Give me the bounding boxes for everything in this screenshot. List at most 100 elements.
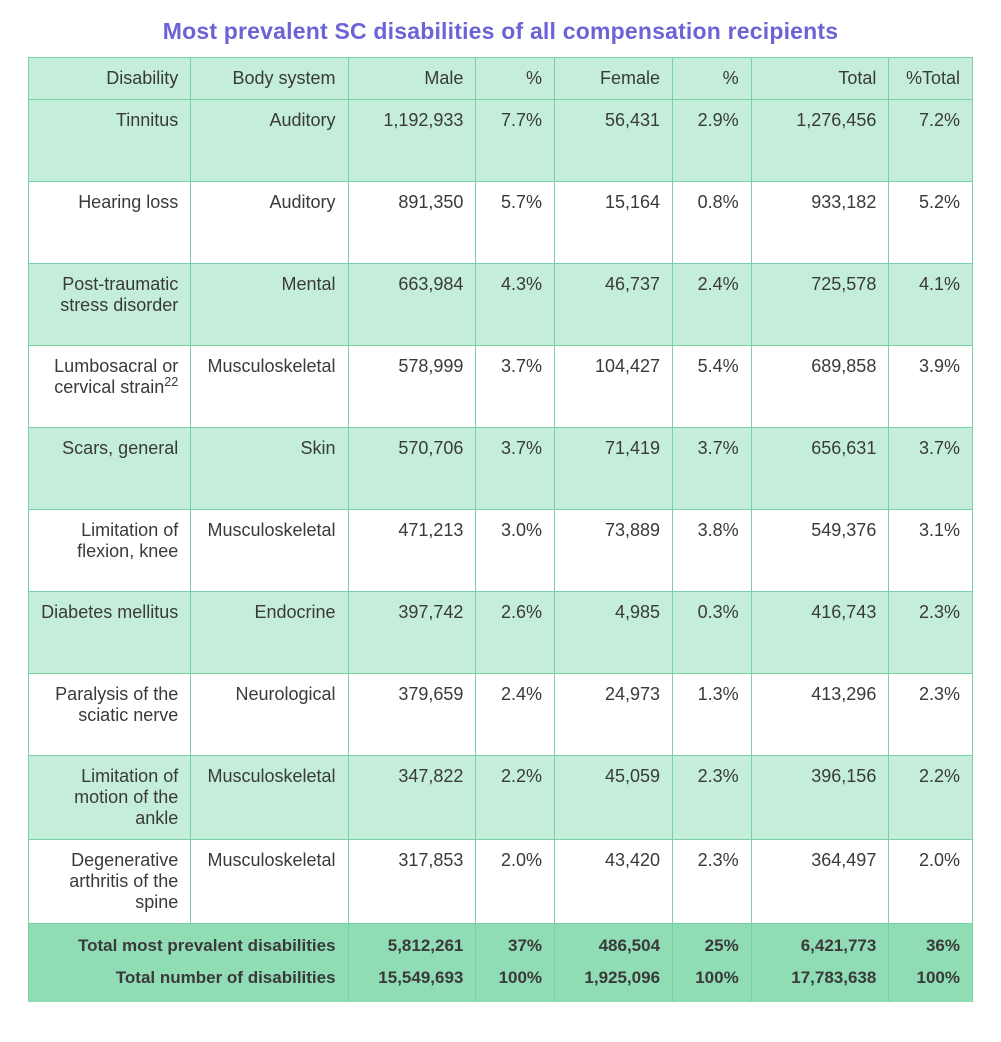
cell-total: 656,631 bbox=[751, 428, 889, 510]
cell-female_pct: 1.3% bbox=[673, 674, 752, 756]
cell-male: 397,742 bbox=[348, 592, 476, 674]
page-title: Most prevalent SC disabilities of all co… bbox=[28, 18, 973, 45]
cell-body: Auditory bbox=[191, 100, 348, 182]
cell-male: 347,822 bbox=[348, 756, 476, 840]
cell-female: 56,431 bbox=[555, 100, 673, 182]
cell-total_pct: 3.7% bbox=[889, 428, 973, 510]
cell-disability: Diabetes mellitus bbox=[29, 592, 191, 674]
footnote-ref: 22 bbox=[164, 375, 178, 389]
col-header-male-pct: % bbox=[476, 58, 555, 100]
cell-total_pct: 2.3% bbox=[889, 674, 973, 756]
table-row: Limitation of motion of the ankleMusculo… bbox=[29, 756, 973, 840]
cell-female: 45,059 bbox=[555, 756, 673, 840]
footer-female_pct: 100% bbox=[673, 962, 752, 1002]
cell-male_pct: 3.0% bbox=[476, 510, 555, 592]
col-header-female-pct: % bbox=[673, 58, 752, 100]
footer-male_pct: 100% bbox=[476, 962, 555, 1002]
cell-disability: Scars, general bbox=[29, 428, 191, 510]
cell-body: Musculoskeletal bbox=[191, 346, 348, 428]
cell-male: 379,659 bbox=[348, 674, 476, 756]
cell-body: Musculoskeletal bbox=[191, 840, 348, 924]
cell-body: Skin bbox=[191, 428, 348, 510]
cell-disability: Limitation of flexion, knee bbox=[29, 510, 191, 592]
table-row: Limitation of flexion, kneeMusculoskelet… bbox=[29, 510, 973, 592]
cell-total_pct: 4.1% bbox=[889, 264, 973, 346]
col-header-female: Female bbox=[555, 58, 673, 100]
cell-total_pct: 2.3% bbox=[889, 592, 973, 674]
cell-female_pct: 2.3% bbox=[673, 840, 752, 924]
cell-male: 317,853 bbox=[348, 840, 476, 924]
cell-male_pct: 4.3% bbox=[476, 264, 555, 346]
cell-male_pct: 2.4% bbox=[476, 674, 555, 756]
cell-female_pct: 5.4% bbox=[673, 346, 752, 428]
cell-female: 73,889 bbox=[555, 510, 673, 592]
cell-total: 549,376 bbox=[751, 510, 889, 592]
cell-disability: Paralysis of the sciatic nerve bbox=[29, 674, 191, 756]
table-row: Paralysis of the sciatic nerveNeurologic… bbox=[29, 674, 973, 756]
disabilities-table: Disability Body system Male % Female % T… bbox=[28, 57, 973, 1002]
cell-total: 725,578 bbox=[751, 264, 889, 346]
cell-disability: Post-traumatic stress disorder bbox=[29, 264, 191, 346]
cell-total: 1,276,456 bbox=[751, 100, 889, 182]
col-header-body: Body system bbox=[191, 58, 348, 100]
table-row: Post-traumatic stress disorderMental663,… bbox=[29, 264, 973, 346]
cell-male_pct: 7.7% bbox=[476, 100, 555, 182]
footer-total: 17,783,638 bbox=[751, 962, 889, 1002]
col-header-male: Male bbox=[348, 58, 476, 100]
cell-female_pct: 2.4% bbox=[673, 264, 752, 346]
table-footer-row: Total number of disabilities15,549,69310… bbox=[29, 962, 973, 1002]
footer-total_pct: 36% bbox=[889, 924, 973, 963]
footer-total: 6,421,773 bbox=[751, 924, 889, 963]
cell-male: 570,706 bbox=[348, 428, 476, 510]
cell-total: 413,296 bbox=[751, 674, 889, 756]
cell-female: 46,737 bbox=[555, 264, 673, 346]
table-row: Lumbosacral or cervical strain22Musculos… bbox=[29, 346, 973, 428]
table-row: Scars, generalSkin570,7063.7%71,4193.7%6… bbox=[29, 428, 973, 510]
cell-female_pct: 3.7% bbox=[673, 428, 752, 510]
cell-male: 891,350 bbox=[348, 182, 476, 264]
table-header-row: Disability Body system Male % Female % T… bbox=[29, 58, 973, 100]
cell-total: 689,858 bbox=[751, 346, 889, 428]
footer-total_pct: 100% bbox=[889, 962, 973, 1002]
footer-female: 1,925,096 bbox=[555, 962, 673, 1002]
footer-label: Total most prevalent disabilities bbox=[29, 924, 349, 963]
table-footer-row: Total most prevalent disabilities5,812,2… bbox=[29, 924, 973, 963]
cell-male_pct: 3.7% bbox=[476, 346, 555, 428]
cell-total: 416,743 bbox=[751, 592, 889, 674]
col-header-total: Total bbox=[751, 58, 889, 100]
footer-female_pct: 25% bbox=[673, 924, 752, 963]
cell-total_pct: 3.1% bbox=[889, 510, 973, 592]
cell-male_pct: 2.0% bbox=[476, 840, 555, 924]
cell-total_pct: 3.9% bbox=[889, 346, 973, 428]
cell-female_pct: 2.9% bbox=[673, 100, 752, 182]
cell-female: 4,985 bbox=[555, 592, 673, 674]
cell-female: 104,427 bbox=[555, 346, 673, 428]
cell-total: 396,156 bbox=[751, 756, 889, 840]
table-row: TinnitusAuditory1,192,9337.7%56,4312.9%1… bbox=[29, 100, 973, 182]
footer-female: 486,504 bbox=[555, 924, 673, 963]
cell-body: Mental bbox=[191, 264, 348, 346]
footer-male: 15,549,693 bbox=[348, 962, 476, 1002]
cell-female: 24,973 bbox=[555, 674, 673, 756]
cell-male: 578,999 bbox=[348, 346, 476, 428]
footer-male_pct: 37% bbox=[476, 924, 555, 963]
cell-body: Musculoskeletal bbox=[191, 756, 348, 840]
cell-body: Auditory bbox=[191, 182, 348, 264]
cell-male_pct: 5.7% bbox=[476, 182, 555, 264]
cell-disability: Limitation of motion of the ankle bbox=[29, 756, 191, 840]
cell-male: 1,192,933 bbox=[348, 100, 476, 182]
cell-total_pct: 5.2% bbox=[889, 182, 973, 264]
cell-body: Endocrine bbox=[191, 592, 348, 674]
cell-disability: Hearing loss bbox=[29, 182, 191, 264]
cell-female: 43,420 bbox=[555, 840, 673, 924]
cell-total_pct: 7.2% bbox=[889, 100, 973, 182]
footer-label: Total number of disabilities bbox=[29, 962, 349, 1002]
cell-female: 71,419 bbox=[555, 428, 673, 510]
cell-female_pct: 2.3% bbox=[673, 756, 752, 840]
cell-male: 663,984 bbox=[348, 264, 476, 346]
table-row: Degenerative arthritis of the spineMuscu… bbox=[29, 840, 973, 924]
cell-male_pct: 3.7% bbox=[476, 428, 555, 510]
col-header-total-pct: %Total bbox=[889, 58, 973, 100]
cell-total_pct: 2.2% bbox=[889, 756, 973, 840]
col-header-disability: Disability bbox=[29, 58, 191, 100]
